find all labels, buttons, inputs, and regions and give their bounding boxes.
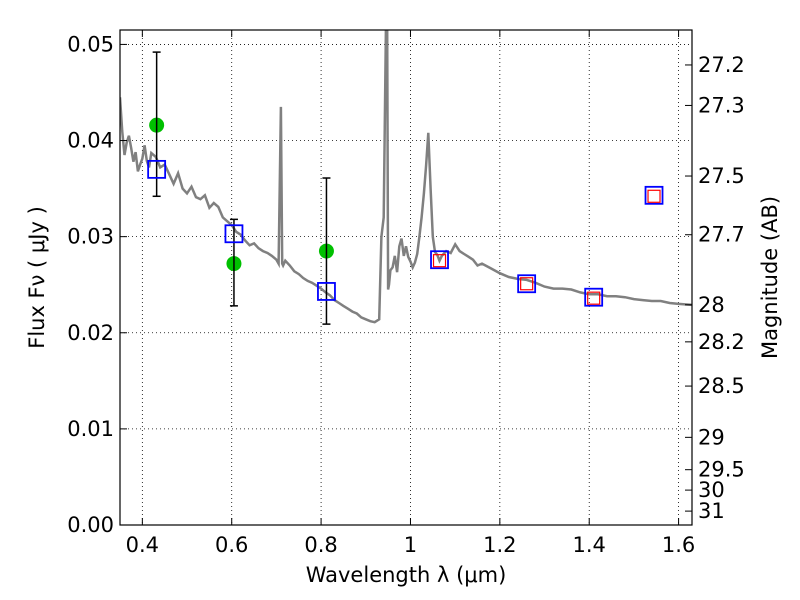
y-tick-label: 0.04 bbox=[67, 129, 114, 153]
model-square bbox=[224, 224, 244, 244]
model-square-red bbox=[587, 291, 601, 305]
mag-tick-label: 30 bbox=[698, 478, 725, 502]
mag-tick-label: 28.5 bbox=[698, 374, 745, 398]
series-layer bbox=[120, 30, 692, 325]
x-tick-label: 0.8 bbox=[304, 533, 337, 557]
x-tick-label: 1.4 bbox=[573, 533, 606, 557]
model-square bbox=[644, 185, 664, 205]
mag-tick-label: 27.5 bbox=[698, 164, 745, 188]
model-square bbox=[517, 274, 537, 294]
plot-frame bbox=[119, 29, 693, 526]
model-square-red bbox=[520, 277, 534, 291]
y-tick-label: 0.02 bbox=[67, 321, 114, 345]
model-square bbox=[147, 159, 167, 179]
model-square-red bbox=[432, 254, 447, 268]
mag-tick-label: 27.2 bbox=[698, 53, 745, 77]
right-y-axis-label: Magnitude (AB) bbox=[758, 196, 782, 359]
x-tick-label: 0.6 bbox=[215, 533, 248, 557]
x-axis-label: Wavelength λ (μm) bbox=[306, 563, 507, 587]
mag-tick-label: 27.3 bbox=[698, 93, 745, 117]
model-square bbox=[584, 287, 604, 307]
x-tick-label: 1 bbox=[404, 533, 417, 557]
y-tick-label: 0.05 bbox=[67, 32, 114, 56]
model-square bbox=[317, 282, 336, 301]
x-tick-label: 1.6 bbox=[662, 533, 695, 557]
axis-ticks: 0.4 0.6 0.8 1 1.2 1.4 1.6 0.00 0.01 0.02 0.03 0.04 0… bbox=[67, 30, 745, 557]
mag-tick-label: 29 bbox=[698, 425, 725, 449]
model-square bbox=[430, 250, 449, 270]
grid-lines bbox=[120, 30, 692, 526]
y-tick-label: 0.00 bbox=[67, 513, 114, 537]
mag-tick-label: 28.2 bbox=[698, 330, 745, 354]
y-tick-label: 0.01 bbox=[67, 417, 114, 441]
model-square-red bbox=[647, 189, 661, 203]
model-spectrum-line bbox=[120, 30, 692, 324]
mag-tick-label: 29.5 bbox=[698, 458, 745, 482]
mag-tick-label: 27.7 bbox=[698, 223, 745, 247]
mag-tick-label: 31 bbox=[698, 499, 725, 523]
mag-tick-label: 28 bbox=[698, 293, 725, 317]
y-axis-label: Flux Fν ( μJy ) bbox=[25, 206, 49, 349]
y-tick-label: 0.03 bbox=[67, 225, 114, 249]
x-tick-label: 1.2 bbox=[483, 533, 516, 557]
x-tick-label: 0.4 bbox=[126, 533, 159, 557]
